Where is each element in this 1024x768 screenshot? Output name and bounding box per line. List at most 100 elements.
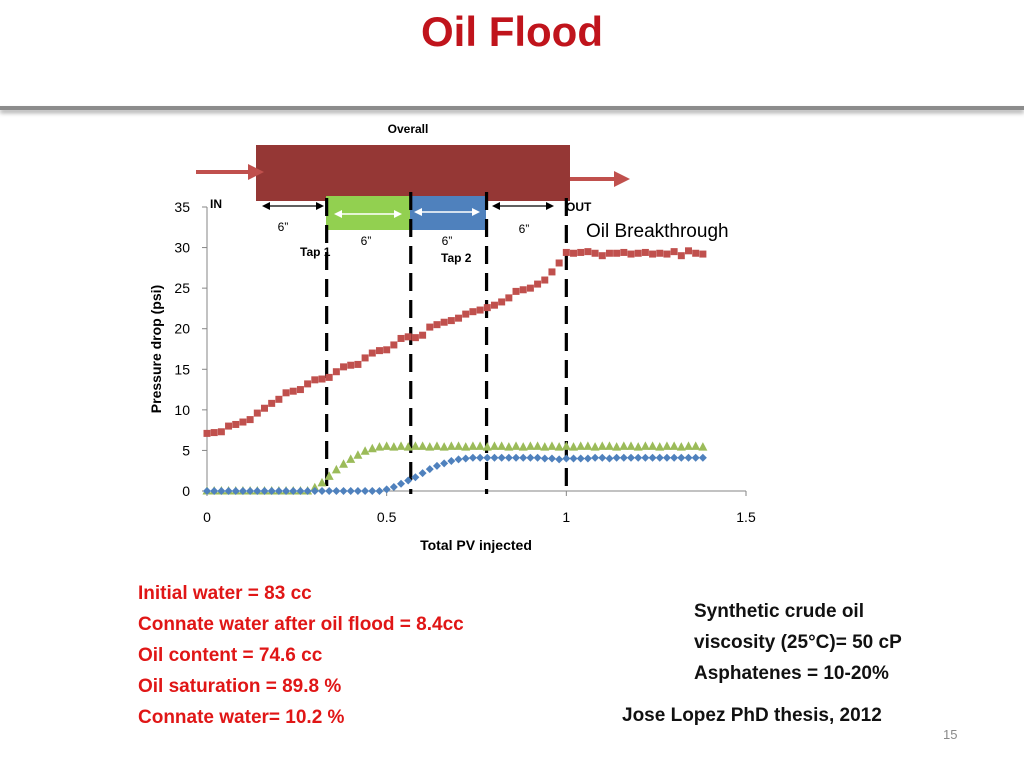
data-point [253,487,262,495]
data-point [512,453,521,462]
core-schematic: Overall IN OUT 6” 6” 6” 6” Tap 1 Tap 2 O… [196,122,729,265]
note-connate-water: Connate water= 10.2 % [138,707,345,728]
data-point [390,341,398,349]
data-point [469,308,477,316]
data-point [655,442,665,451]
data-point [641,248,649,256]
out-label: OUT [566,200,592,214]
data-point [511,441,521,450]
data-point [462,310,470,318]
data-point [476,306,484,314]
x-tick-label: 0 [203,509,211,525]
data-point [583,454,592,463]
data-point [332,368,340,376]
data-point [633,442,643,451]
tap1-label: Tap 1 [300,245,331,259]
data-point [533,453,542,462]
data-point [483,453,492,462]
tap2-span-left-head [414,208,422,216]
data-point [311,376,319,384]
data-point [303,487,312,495]
data-point [353,487,362,495]
data-point [282,487,291,495]
data-point [490,453,499,462]
data-point [698,442,708,451]
segment-label-4: 6” [519,222,530,236]
data-point [447,317,455,325]
data-point [597,441,607,450]
x-axis-title: Total PV injected [420,537,532,553]
data-point [425,442,435,451]
data-point [468,441,478,450]
data-point [648,453,657,462]
data-point [346,487,355,495]
data-point [548,268,556,276]
data-point [526,284,534,292]
data-point [296,487,305,495]
data-point [274,487,283,495]
data-point [512,287,520,295]
data-point [562,248,570,256]
data-point [410,441,420,450]
data-point [397,479,406,488]
data-point [540,454,549,463]
data-point [684,441,694,450]
data-point [382,485,391,494]
data-point [253,409,261,417]
data-point [534,280,542,288]
data-point [482,442,492,451]
data-point [684,453,693,462]
data-point [691,441,701,450]
data-point [396,441,406,450]
data-point [203,429,211,437]
data-point [411,473,420,482]
data-point [404,476,413,485]
data-point [432,461,441,470]
data-point [296,386,304,394]
data-point [367,443,377,453]
data-point [591,249,599,257]
data-point [439,442,449,451]
tap2-label: Tap 2 [441,251,472,265]
data-point [426,323,434,331]
data-point [555,455,564,464]
data-point [368,487,377,495]
data-point [389,442,399,451]
y-tick-label: 20 [174,321,190,337]
data-point [604,441,614,450]
data-point [324,471,334,480]
overall-label: Overall [388,122,429,136]
data-point [627,453,636,462]
inlet-arrow-head [248,164,264,180]
y-tick-label: 10 [174,402,190,418]
data-point [655,453,664,462]
data-point [238,487,247,495]
data-point [318,375,326,383]
data-point [547,454,556,463]
data-point [455,314,463,322]
data-point [475,441,485,450]
data-point [577,248,585,256]
data-point [677,453,686,462]
data-point [562,454,571,463]
data-point [210,487,219,495]
inlet-span-right-head [316,202,324,210]
data-point [231,487,240,495]
data-point [224,487,233,495]
data-point [561,441,571,450]
data-point [598,453,607,462]
data-point [612,453,621,462]
data-point [699,250,707,258]
data-point [368,349,376,357]
data-point [217,487,226,495]
data-point [504,442,514,451]
prop-oil-type: Synthetic crude oil [694,601,864,622]
data-point [468,453,477,462]
data-point [454,455,463,464]
data-point [627,250,635,258]
data-point [612,442,622,451]
note-oil-saturation: Oil saturation = 89.8 % [138,676,342,697]
data-point [325,373,333,381]
data-point [497,441,507,450]
data-point [685,247,693,255]
